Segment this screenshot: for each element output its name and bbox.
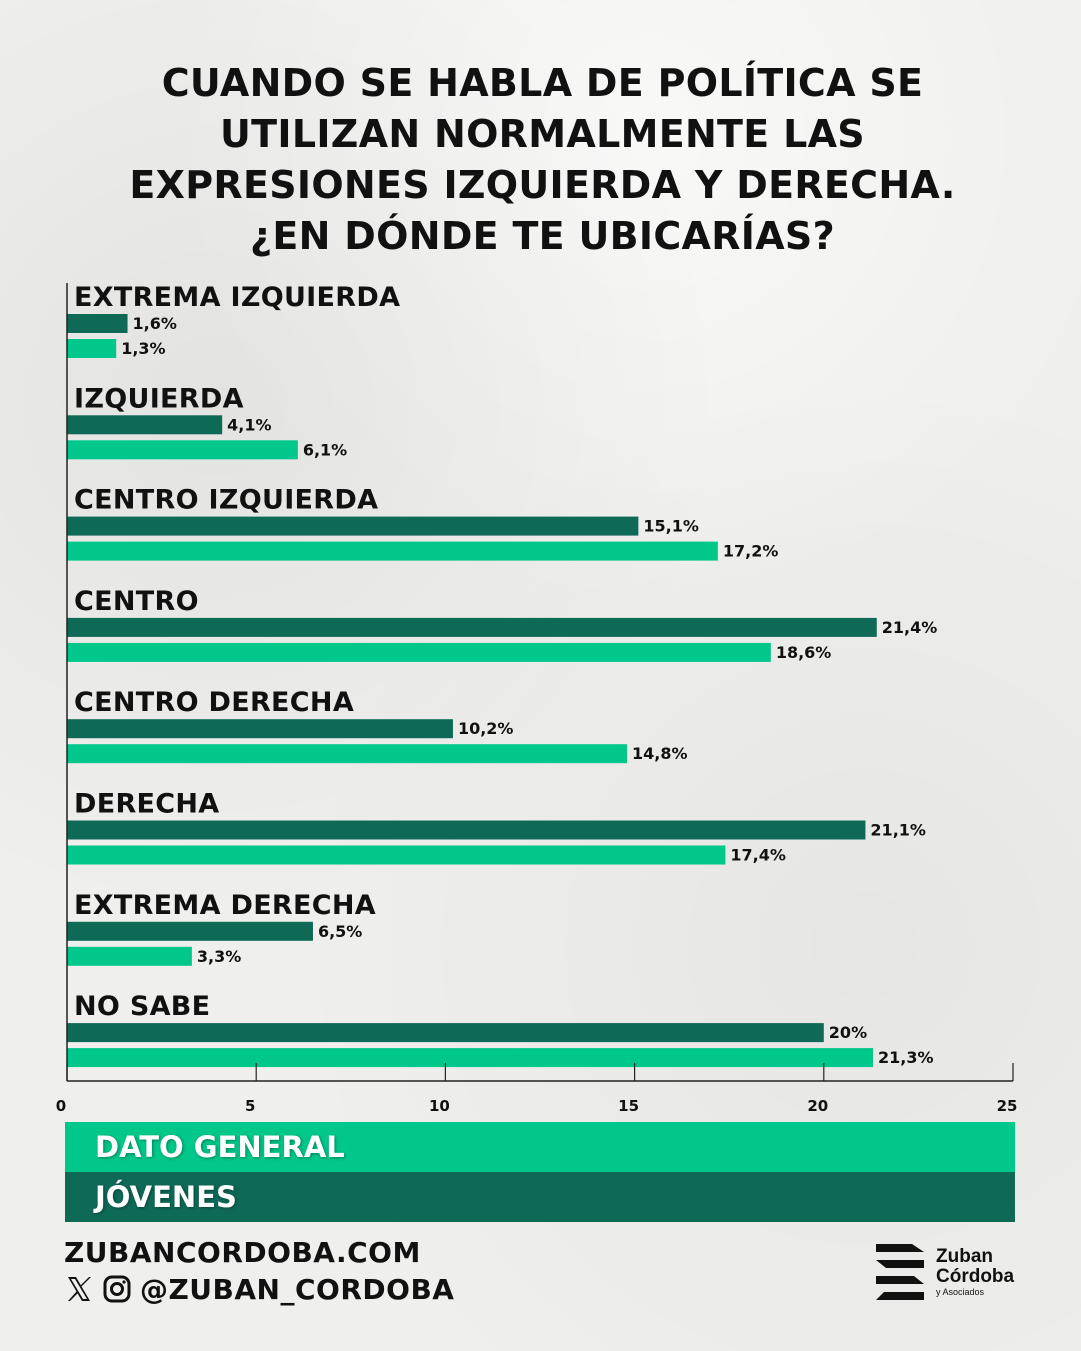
category-label: DERECHA bbox=[74, 789, 220, 820]
bar-dato-general bbox=[67, 1048, 873, 1068]
title-line: CUANDO SE HABLA DE POLÍTICA SE bbox=[161, 61, 924, 105]
category-label: IZQUIERDA bbox=[74, 383, 244, 414]
bar-jovenes bbox=[67, 1023, 824, 1043]
category-label: CENTRO bbox=[74, 586, 199, 617]
logo-line-1: Zuban bbox=[936, 1246, 993, 1267]
value-label: 18,6% bbox=[776, 643, 832, 662]
x-tick-label: 15 bbox=[618, 1097, 639, 1115]
value-label: 17,4% bbox=[730, 846, 786, 865]
bar-jovenes bbox=[67, 617, 877, 637]
value-label: 21,1% bbox=[870, 821, 926, 840]
logo-line-2: Córdoba bbox=[936, 1266, 1015, 1287]
title-line: UTILIZAN NORMALMENTE LAS bbox=[220, 112, 865, 156]
x-icon[interactable] bbox=[64, 1274, 94, 1304]
value-label: 21,3% bbox=[878, 1048, 934, 1067]
category-label: CENTRO DERECHA bbox=[74, 687, 354, 718]
bar-dato-general bbox=[67, 440, 298, 460]
bar-dato-general bbox=[67, 642, 771, 662]
bar-jovenes bbox=[67, 921, 313, 941]
company-logo: Zuban Córdoba y Asociados bbox=[872, 1242, 1014, 1302]
value-label: 6,1% bbox=[303, 440, 347, 459]
value-label: 1,6% bbox=[133, 314, 177, 333]
x-tick-label: 5 bbox=[245, 1097, 255, 1115]
logo-line-3: y Asociados bbox=[936, 1287, 985, 1297]
value-label: 15,1% bbox=[643, 517, 699, 536]
bar-dato-general bbox=[67, 541, 718, 561]
title-line: EXPRESIONES IZQUIERDA Y DERECHA. bbox=[129, 163, 956, 207]
bar-dato-general bbox=[67, 946, 192, 966]
social-handle-row: @ZUBAN_CORDOBA bbox=[64, 1272, 454, 1306]
zuban-cordoba-logo-icon bbox=[876, 1244, 924, 1300]
bar-dato-general bbox=[67, 744, 628, 764]
bar-dato-general bbox=[67, 845, 726, 865]
value-label: 4,1% bbox=[227, 415, 271, 434]
category-label: EXTREMA IZQUIERDA bbox=[74, 282, 400, 313]
chart-title: CUANDO SE HABLA DE POLÍTICA SE UTILIZAN … bbox=[60, 58, 1025, 262]
value-label: 1,3% bbox=[121, 339, 165, 358]
value-label: 17,2% bbox=[723, 542, 779, 561]
value-label: 6,5% bbox=[318, 922, 362, 941]
website-link[interactable]: ZUBANCORDOBA.COM bbox=[64, 1236, 421, 1269]
instagram-icon[interactable] bbox=[102, 1274, 132, 1304]
title-line: ¿EN DÓNDE TE UBICARÍAS? bbox=[250, 214, 835, 258]
logo-text: Zuban Córdoba y Asociados bbox=[936, 1246, 1015, 1298]
legend: DATO GENERAL JÓVENES bbox=[65, 1122, 1015, 1222]
x-tick-label: 25 bbox=[997, 1097, 1018, 1115]
bar-jovenes bbox=[67, 516, 639, 536]
value-label: 10,2% bbox=[458, 719, 514, 738]
legend-item-jovenes: JÓVENES bbox=[65, 1172, 1015, 1222]
value-label: 3,3% bbox=[197, 947, 241, 966]
bar-jovenes bbox=[67, 314, 128, 333]
bar-jovenes bbox=[67, 820, 866, 840]
category-label: CENTRO IZQUIERDA bbox=[74, 485, 378, 516]
x-tick-label: 20 bbox=[807, 1097, 828, 1115]
x-tick-label: 0 bbox=[56, 1097, 66, 1115]
category-label: EXTREMA DERECHA bbox=[74, 890, 376, 921]
bar-dato-general bbox=[67, 339, 117, 358]
x-tick-label: 10 bbox=[429, 1097, 450, 1115]
value-label: 21,4% bbox=[882, 618, 938, 637]
value-label: 20% bbox=[829, 1023, 867, 1042]
category-label: NO SABE bbox=[74, 991, 210, 1022]
social-handle[interactable]: @ZUBAN_CORDOBA bbox=[140, 1272, 455, 1306]
bar-jovenes bbox=[67, 415, 223, 435]
value-label: 14,8% bbox=[632, 744, 688, 763]
legend-item-dato-general: DATO GENERAL bbox=[65, 1122, 1015, 1172]
bar-jovenes bbox=[67, 719, 453, 739]
